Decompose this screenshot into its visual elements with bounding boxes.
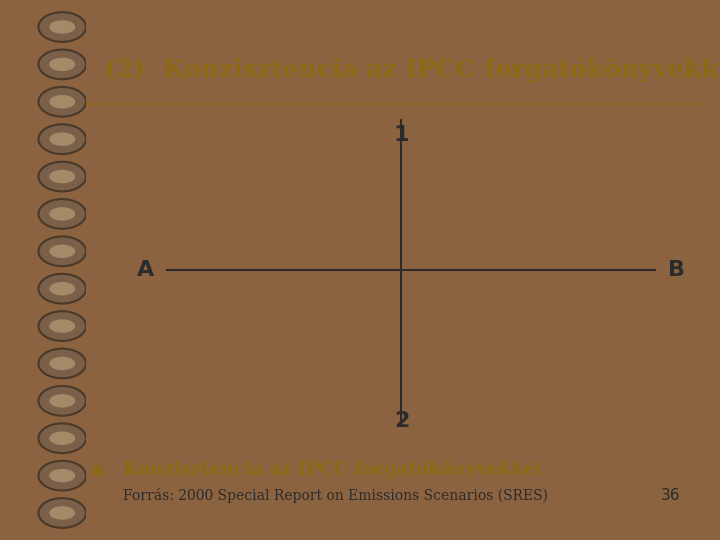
Ellipse shape	[49, 282, 75, 295]
Ellipse shape	[38, 161, 86, 191]
Ellipse shape	[49, 245, 75, 258]
Ellipse shape	[38, 423, 86, 453]
Ellipse shape	[49, 469, 75, 482]
Ellipse shape	[49, 431, 75, 445]
Text: 36: 36	[661, 488, 680, 503]
Ellipse shape	[49, 95, 75, 109]
Text: ▣: ▣	[89, 461, 105, 478]
Ellipse shape	[38, 87, 86, 117]
Ellipse shape	[49, 357, 75, 370]
Ellipse shape	[38, 386, 86, 416]
Ellipse shape	[38, 50, 86, 79]
Text: B: B	[667, 260, 685, 280]
Ellipse shape	[49, 20, 75, 33]
Text: (2)  Konzisztencia az IPCC forgatókönyvekkel: (2) Konzisztencia az IPCC forgatókönyvek…	[104, 57, 720, 83]
Ellipse shape	[38, 461, 86, 490]
Ellipse shape	[49, 170, 75, 183]
Ellipse shape	[49, 394, 75, 408]
Ellipse shape	[38, 124, 86, 154]
Ellipse shape	[38, 12, 86, 42]
Ellipse shape	[49, 319, 75, 333]
Ellipse shape	[49, 58, 75, 71]
Ellipse shape	[38, 274, 86, 303]
Text: Forrás: 2000 Special Report on Emissions Scenarios (SRES): Forrás: 2000 Special Report on Emissions…	[122, 488, 548, 503]
Text: 1: 1	[394, 125, 409, 145]
Ellipse shape	[38, 498, 86, 528]
Ellipse shape	[38, 237, 86, 266]
Ellipse shape	[38, 311, 86, 341]
Text: A: A	[137, 260, 154, 280]
Ellipse shape	[49, 132, 75, 146]
Ellipse shape	[38, 199, 86, 229]
Ellipse shape	[38, 349, 86, 379]
Ellipse shape	[49, 207, 75, 221]
Text: 2: 2	[394, 411, 409, 431]
Text: Konzisztencia az IPCC forgatókönyvekkel: Konzisztencia az IPCC forgatókönyvekkel	[122, 460, 541, 480]
Ellipse shape	[49, 507, 75, 519]
